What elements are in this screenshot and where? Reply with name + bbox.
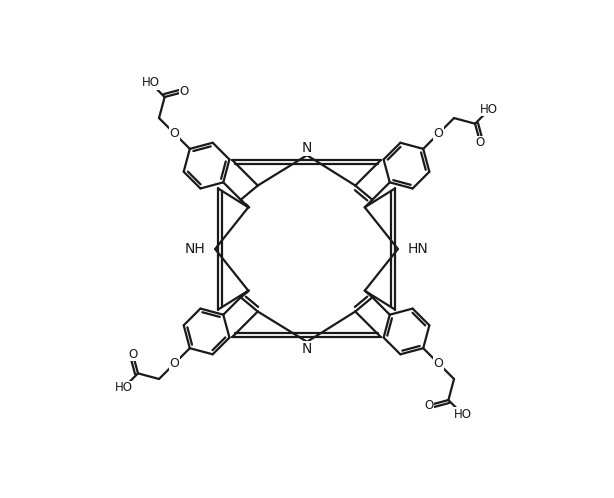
Text: O: O [128, 348, 138, 361]
Text: NH: NH [185, 242, 206, 256]
Text: HO: HO [480, 103, 498, 116]
Text: O: O [424, 399, 434, 412]
Text: HN: HN [407, 242, 428, 256]
Text: HO: HO [115, 381, 133, 394]
Text: O: O [179, 85, 188, 99]
Text: O: O [433, 357, 443, 370]
Text: N: N [302, 342, 312, 356]
Text: HO: HO [142, 77, 160, 90]
Text: HO: HO [454, 407, 472, 421]
Text: O: O [433, 127, 443, 140]
Text: O: O [169, 357, 179, 370]
Text: O: O [169, 127, 179, 140]
Text: O: O [476, 136, 485, 149]
Text: N: N [302, 141, 312, 155]
